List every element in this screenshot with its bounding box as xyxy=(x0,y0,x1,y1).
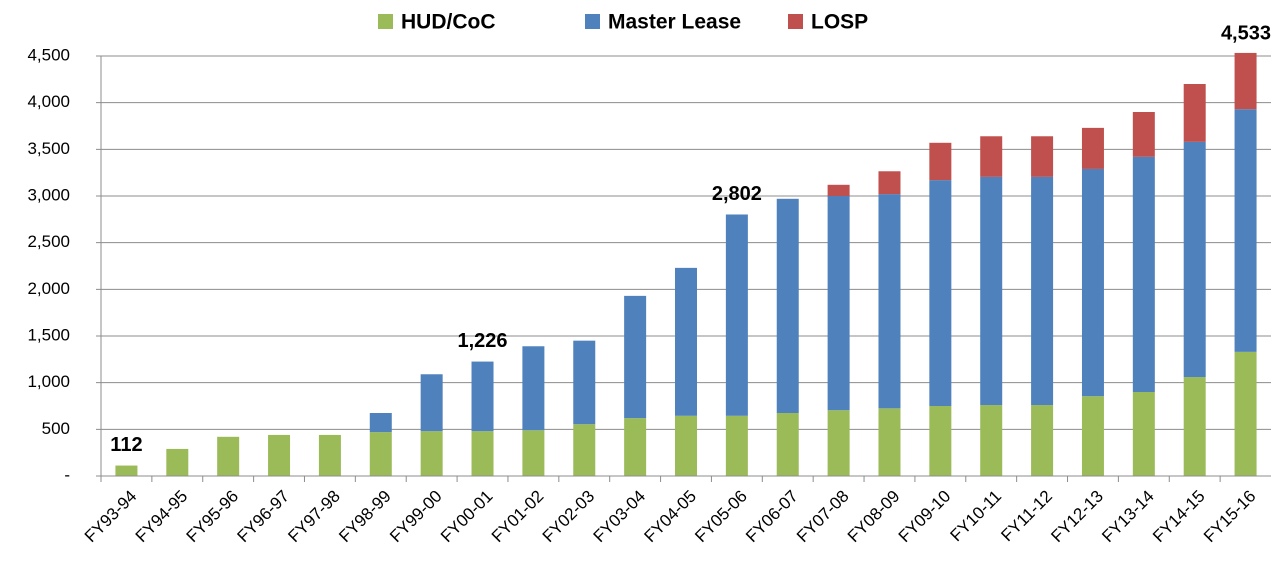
bar-segment xyxy=(522,430,545,476)
bar-segment xyxy=(1132,392,1155,476)
bar-segment xyxy=(1234,351,1257,476)
bar-segment xyxy=(1183,377,1206,476)
legend-label: Master Lease xyxy=(608,11,741,34)
bar-segment xyxy=(318,434,341,476)
bar-segment xyxy=(1031,136,1054,177)
x-tick-label: FY93-94 xyxy=(81,487,141,547)
legend-swatch xyxy=(788,14,803,29)
bar-segment xyxy=(471,431,494,476)
bar-segment xyxy=(1183,84,1206,142)
bar-segment xyxy=(115,465,138,476)
bar-segment xyxy=(1081,168,1104,397)
x-tick-label: FY04-05 xyxy=(640,487,700,547)
x-tick-label: FY08-09 xyxy=(844,487,904,547)
bar-segment xyxy=(878,194,901,409)
y-tick-label: 3,500 xyxy=(27,139,70,158)
bar-segment xyxy=(217,436,240,476)
total-label: 112 xyxy=(110,434,142,456)
bar-segment xyxy=(1234,52,1257,110)
bar-segment xyxy=(1081,396,1104,476)
x-tick-label: FY15-16 xyxy=(1200,487,1260,547)
bar-segment xyxy=(522,346,545,431)
bar-segment xyxy=(776,198,799,413)
bar-segment xyxy=(1132,112,1155,157)
bar-segment xyxy=(675,267,697,416)
x-tick-label: FY06-07 xyxy=(742,487,802,547)
bar-segment xyxy=(166,448,189,476)
bar-segment xyxy=(878,171,901,195)
legend-label: LOSP xyxy=(811,11,868,34)
bar-segment xyxy=(980,136,1003,177)
x-tick-label: FY03-04 xyxy=(590,487,650,547)
bar-segment xyxy=(1031,405,1054,476)
legend-label: HUD/CoC xyxy=(401,11,496,34)
bar-segment xyxy=(1031,176,1054,406)
x-tick-label: FY09-10 xyxy=(895,487,955,547)
y-tick-label: 4,500 xyxy=(27,45,70,64)
y-tick-label: 500 xyxy=(42,419,70,438)
bar-segment xyxy=(369,432,392,476)
x-tick-label: FY11-12 xyxy=(997,487,1056,546)
bar-segment xyxy=(675,415,697,476)
bar-segment xyxy=(1081,127,1104,169)
bar-segment xyxy=(827,196,850,411)
bar-segment xyxy=(929,180,952,406)
bar-segment xyxy=(369,413,392,433)
x-tick-label: FY99-00 xyxy=(386,487,446,547)
bar-segment xyxy=(268,434,291,476)
total-label: 4,533 xyxy=(1221,22,1271,44)
bar-segment xyxy=(725,214,748,416)
bar-segment xyxy=(573,340,596,425)
x-tick-label: FY01-02 xyxy=(488,487,548,547)
x-tick-label: FY13-14 xyxy=(1098,487,1158,547)
bar-segment xyxy=(420,431,443,476)
bar-segment xyxy=(725,415,748,476)
x-tick-label: FY94-95 xyxy=(132,487,192,547)
bar-segment xyxy=(929,406,952,476)
bar-segment xyxy=(573,424,596,476)
y-tick-label: 1,500 xyxy=(27,325,70,344)
y-tick-label: - xyxy=(64,465,70,484)
total-label: 2,802 xyxy=(712,183,762,205)
bar-segment xyxy=(1183,141,1206,378)
bar-segment xyxy=(827,184,850,196)
bar-segment xyxy=(471,361,494,432)
y-tick-label: 1,000 xyxy=(27,372,70,391)
bar-segment xyxy=(1132,156,1155,392)
x-tick-label: FY10-11 xyxy=(947,487,1006,546)
bar-segment xyxy=(624,418,647,476)
x-tick-label: FY07-08 xyxy=(793,487,853,547)
total-label: 1,226 xyxy=(457,330,507,352)
y-tick-label: 2,500 xyxy=(27,232,70,251)
bar-segment xyxy=(1234,109,1257,352)
bar-segment xyxy=(776,413,799,476)
y-tick-label: 2,000 xyxy=(27,279,70,298)
legend-swatch xyxy=(585,14,600,29)
y-tick-label: 4,000 xyxy=(27,92,70,111)
bar-segment xyxy=(827,410,850,476)
x-tick-label: FY12-13 xyxy=(1047,487,1107,547)
x-tick-label: FY98-99 xyxy=(335,487,395,547)
legend-swatch xyxy=(378,14,393,29)
x-tick-label: FY96-97 xyxy=(234,487,294,547)
bar-segment xyxy=(878,408,901,476)
bar-segment xyxy=(980,405,1003,476)
x-tick-label: FY95-96 xyxy=(183,487,243,547)
x-tick-label: FY05-06 xyxy=(691,487,751,547)
y-tick-label: 3,000 xyxy=(27,185,70,204)
bar-segment xyxy=(624,295,647,419)
x-tick-label: FY14-15 xyxy=(1149,487,1209,547)
bar-segment xyxy=(929,142,952,181)
x-tick-label: FY97-98 xyxy=(284,487,344,547)
x-tick-label: FY00-01 xyxy=(437,487,497,547)
x-tick-label: FY02-03 xyxy=(539,487,599,547)
bar-segment xyxy=(980,176,1003,406)
bar-segment xyxy=(420,374,443,432)
